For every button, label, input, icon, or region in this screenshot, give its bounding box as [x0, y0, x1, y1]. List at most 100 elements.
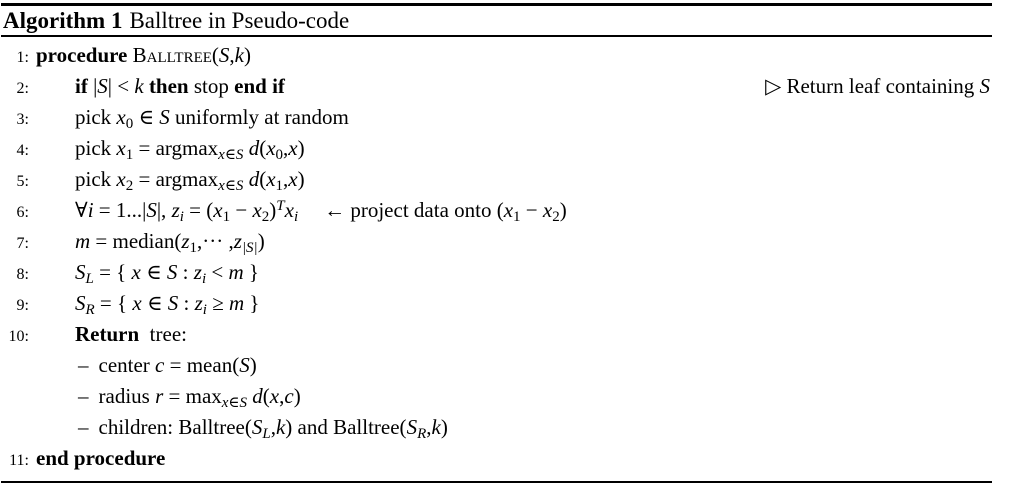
- text-segment: = 1...|: [93, 198, 147, 222]
- text-segment: |: [93, 74, 98, 98]
- line-content: ∀i = 1...|S|, zi = (x1 − x2)Txi ← project…: [75, 195, 567, 226]
- text-segment: ≥: [206, 291, 229, 315]
- text-segment: = (: [183, 198, 214, 222]
- algorithm-body: 1: procedure Balltree(S,k) 2: if |S| < k…: [0, 40, 1009, 474]
- text-segment: Return: [75, 322, 140, 346]
- text-segment: z: [171, 198, 180, 222]
- line-number: 10:: [8, 328, 29, 345]
- text-segment: k: [431, 415, 441, 439]
- line-number: 7:: [16, 235, 29, 252]
- text-segment: z: [233, 229, 242, 253]
- text-segment: L: [85, 271, 94, 287]
- text-segment: i: [293, 209, 299, 225]
- text-segment: (: [262, 384, 270, 408]
- algo-line-8: 8: SL = { x ∈ S : zi < m }: [0, 257, 1009, 288]
- text-segment: ) and Balltree(: [285, 415, 407, 439]
- text-segment: d: [248, 136, 260, 160]
- text-segment: Balltree: [132, 43, 212, 67]
- text-segment: r: [155, 384, 164, 408]
- text-segment: S: [159, 105, 170, 129]
- text-segment: (: [259, 167, 267, 191]
- text-segment: m: [228, 260, 244, 284]
- text-segment: x: [288, 136, 298, 160]
- algo-line-2: 2: if |S| < k then stop end if ▷ Return …: [0, 71, 1009, 102]
- text-segment: ,··· ,: [197, 229, 234, 253]
- text-segment: ∈: [133, 105, 160, 129]
- line-content: SL = { x ∈ S : zi < m }: [75, 257, 259, 288]
- text-segment: ): [559, 198, 567, 222]
- line-content: pick x1 = argmaxx∈S d(x0,x): [75, 133, 305, 164]
- bottom-rule: [1, 481, 992, 483]
- text-segment: x∈S: [218, 178, 244, 194]
- line-comment: ▷ Return leaf containing S: [765, 71, 990, 102]
- text-segment: = {: [94, 291, 133, 315]
- text-segment: i: [179, 209, 184, 225]
- text-segment: 1: [513, 209, 521, 225]
- algo-line-11: 11: end procedure: [0, 443, 1009, 474]
- text-segment: x∈S: [218, 147, 244, 163]
- text-segment: m: [228, 291, 245, 315]
- text-segment: ,: [283, 167, 289, 191]
- line-content: procedure Balltree(S,k): [36, 40, 251, 71]
- text-segment: (: [259, 136, 267, 160]
- text-segment: 2: [261, 209, 270, 225]
- text-segment: radius: [98, 384, 156, 408]
- text-segment: procedure: [36, 43, 133, 67]
- line-number: 3:: [16, 111, 29, 128]
- text-segment: i: [201, 271, 207, 287]
- text-segment: –: [78, 384, 89, 408]
- text-segment: tree:: [139, 322, 187, 346]
- text-segment: ): [440, 415, 448, 439]
- text-segment: x: [266, 136, 276, 160]
- text-segment: x: [503, 198, 514, 222]
- text-segment: ): [257, 229, 265, 253]
- line-number: 5:: [16, 173, 29, 190]
- algo-line-6: 6: ∀i = 1...|S|, zi = (x1 − x2)Txi ← proj…: [0, 195, 1009, 226]
- text-segment: then: [143, 74, 194, 98]
- text-segment: ▷ Return leaf containing: [765, 74, 980, 98]
- line-content: – children: Balltree(SL,k) and Balltree(S…: [78, 412, 448, 443]
- line-content: m = median(z1,··· ,z|S|): [75, 226, 265, 257]
- text-segment: S: [406, 415, 418, 439]
- text-segment: 2: [552, 209, 560, 225]
- text-segment: x: [132, 291, 142, 315]
- algorithm-title: Balltree in Pseudo-code: [129, 8, 350, 33]
- algo-bullet-children: – children: Balltree(SL,k) and Balltree(S…: [0, 412, 1009, 443]
- text-segment: x: [116, 136, 126, 160]
- text-segment: = argmax: [133, 136, 219, 160]
- text-segment: pick: [75, 105, 117, 129]
- text-segment: x: [269, 384, 280, 408]
- text-segment: stop: [193, 74, 235, 98]
- text-segment: z: [181, 229, 190, 253]
- line-number: 8:: [16, 266, 29, 283]
- algo-bullet-radius: – radius r = maxx∈S d(x,c): [0, 381, 1009, 412]
- text-segment: −: [230, 198, 253, 222]
- text-segment: ): [249, 353, 257, 377]
- line-content: pick x0 ∈ S uniformly at random: [75, 102, 349, 133]
- text-segment: ,: [229, 43, 235, 67]
- text-segment: S: [146, 198, 157, 222]
- text-segment: z: [194, 291, 203, 315]
- text-segment: = median(: [90, 229, 182, 253]
- text-segment: uniformly at random: [169, 105, 349, 129]
- text-segment: x: [213, 198, 223, 222]
- caption-rule: [1, 35, 992, 37]
- line-content: SR = { x ∈ S : zi ≥ m }: [75, 288, 259, 319]
- text-segment: children: Balltree(: [98, 415, 252, 439]
- algorithm-caption: Algorithm 1 Balltree in Pseudo-code: [3, 7, 349, 34]
- line-number: 11:: [9, 452, 29, 469]
- text-segment: ,: [279, 384, 285, 408]
- algo-line-4: 4: pick x1 = argmaxx∈S d(x0,x): [0, 133, 1009, 164]
- text-segment: ): [293, 384, 301, 408]
- text-segment: i: [202, 302, 207, 318]
- text-segment: ): [297, 167, 305, 191]
- algo-line-3: 3: pick x0 ∈ S uniformly at random: [0, 102, 1009, 133]
- text-segment: (: [211, 43, 219, 67]
- text-segment: ,: [283, 136, 289, 160]
- text-segment: pick: [75, 136, 117, 160]
- text-segment: end procedure: [36, 446, 166, 470]
- text-segment: = max: [163, 384, 222, 408]
- text-segment: ,: [270, 415, 276, 439]
- text-segment: x: [252, 198, 262, 222]
- text-segment: c: [155, 353, 165, 377]
